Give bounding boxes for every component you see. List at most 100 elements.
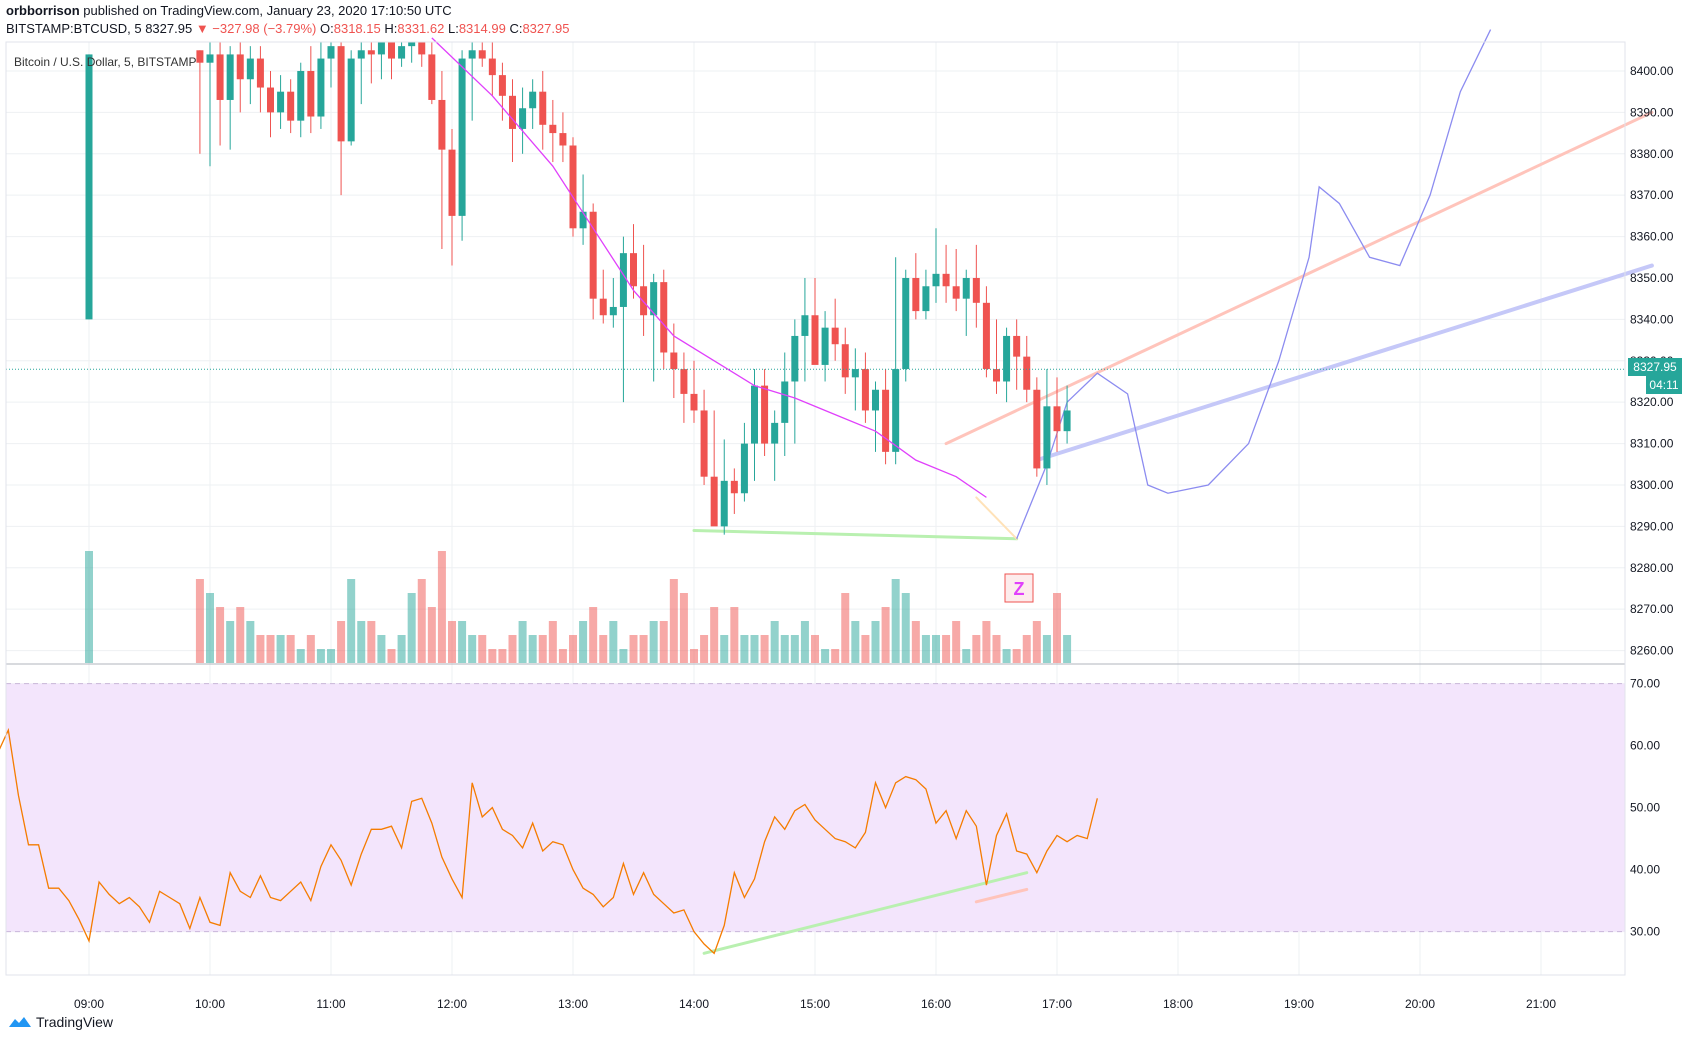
series-title: Bitcoin / U.S. Dollar, 5, BITSTAMP xyxy=(14,55,197,69)
volume-bar xyxy=(599,635,608,663)
candle-body xyxy=(761,385,769,444)
author-name[interactable]: orbborrison xyxy=(6,3,80,18)
candle xyxy=(458,50,466,241)
candle-body xyxy=(1043,406,1051,469)
volume-bar xyxy=(921,635,930,663)
volume-bar xyxy=(669,579,678,663)
candle xyxy=(317,42,325,129)
candle xyxy=(670,323,678,399)
candle xyxy=(1033,377,1041,477)
candle xyxy=(196,50,204,154)
candle-body xyxy=(236,54,244,80)
volume-bar xyxy=(992,635,1001,663)
candle xyxy=(1043,369,1051,485)
candle xyxy=(740,422,748,502)
candle xyxy=(488,42,496,96)
annotation-z[interactable]: Z xyxy=(1004,573,1034,603)
price-divergence-tail xyxy=(975,496,1018,540)
candle xyxy=(801,277,809,382)
candle-body xyxy=(972,277,980,303)
candle-body xyxy=(872,389,879,411)
candle-body xyxy=(619,253,627,307)
candle xyxy=(841,327,849,394)
candle-body xyxy=(700,410,708,477)
candle-body xyxy=(458,58,466,216)
y-tick-label: 8320.00 xyxy=(1630,395,1674,409)
candle xyxy=(256,46,264,113)
x-tick-label: 15:00 xyxy=(800,997,830,1010)
candle xyxy=(781,352,789,456)
candle-body xyxy=(428,54,436,100)
volume-bar xyxy=(306,635,315,663)
candle-body xyxy=(277,91,285,113)
candle xyxy=(589,203,597,320)
candle-body xyxy=(216,54,224,100)
candle xyxy=(902,269,910,382)
candle-body xyxy=(771,422,779,444)
volume-bar xyxy=(881,607,890,663)
volume-bar xyxy=(579,621,588,663)
candle xyxy=(579,174,587,245)
candle xyxy=(226,46,234,150)
volume-bar xyxy=(246,621,255,663)
volume-bar xyxy=(962,649,971,663)
volume-bar xyxy=(1063,635,1072,663)
candle xyxy=(85,54,93,320)
candle xyxy=(377,42,385,80)
volume-bar xyxy=(417,579,426,663)
candle xyxy=(912,253,920,320)
candle xyxy=(650,273,658,382)
volume-bar xyxy=(1053,593,1061,663)
candle xyxy=(448,128,456,266)
candle-body xyxy=(367,50,375,55)
candle-body xyxy=(529,91,537,109)
candle-body xyxy=(599,298,607,316)
candle xyxy=(761,369,769,456)
volume-bar xyxy=(710,607,719,663)
candle xyxy=(549,99,557,163)
candle xyxy=(216,42,224,146)
price-chart[interactable]: 8260.00 8270.00 8280.00 8290.00 8300.00 8310.… xyxy=(0,0,1695,1010)
candle xyxy=(1063,385,1071,444)
candle xyxy=(861,352,869,423)
candle-body xyxy=(952,286,960,299)
volume-bars xyxy=(85,551,1072,663)
forecast-path[interactable] xyxy=(1016,29,1492,540)
volume-bar xyxy=(770,621,779,663)
candle-body xyxy=(357,50,365,59)
volume-bar xyxy=(518,621,527,663)
candle xyxy=(609,277,617,328)
candle-body xyxy=(851,369,859,378)
trend-line-lower xyxy=(1034,263,1654,463)
candle xyxy=(277,75,285,129)
candle-body xyxy=(398,46,406,59)
candle xyxy=(287,79,295,134)
x-tick-label: 21:00 xyxy=(1526,997,1556,1010)
candle-body xyxy=(932,273,940,287)
volume-bar xyxy=(528,635,537,663)
candle-body xyxy=(559,133,567,146)
y-tick-label: 8300.00 xyxy=(1630,478,1674,492)
volume-bar xyxy=(256,635,265,663)
volume-bar xyxy=(377,635,386,663)
high-value: 8331.62 xyxy=(397,21,445,36)
candle xyxy=(246,46,254,105)
candle-body xyxy=(226,54,234,100)
candle-body xyxy=(962,277,970,299)
publish-info: published on TradingView.com, January 23… xyxy=(83,3,452,18)
candle xyxy=(438,70,446,249)
volume-bar xyxy=(1032,621,1041,663)
candle xyxy=(972,244,980,328)
trend-lines[interactable] xyxy=(692,110,1654,955)
volume-bar xyxy=(760,635,769,663)
moving-average-line xyxy=(431,37,987,498)
price-badge-value: 8327.95 xyxy=(1633,360,1677,374)
volume-bar xyxy=(790,635,799,663)
candle-body xyxy=(1013,335,1021,357)
volume-bar xyxy=(236,607,245,663)
candle-body xyxy=(902,277,910,370)
volume-bar xyxy=(821,649,830,663)
y-tick-label: 8360.00 xyxy=(1630,230,1674,244)
volume-bar xyxy=(841,593,850,663)
candle-body xyxy=(630,253,637,287)
